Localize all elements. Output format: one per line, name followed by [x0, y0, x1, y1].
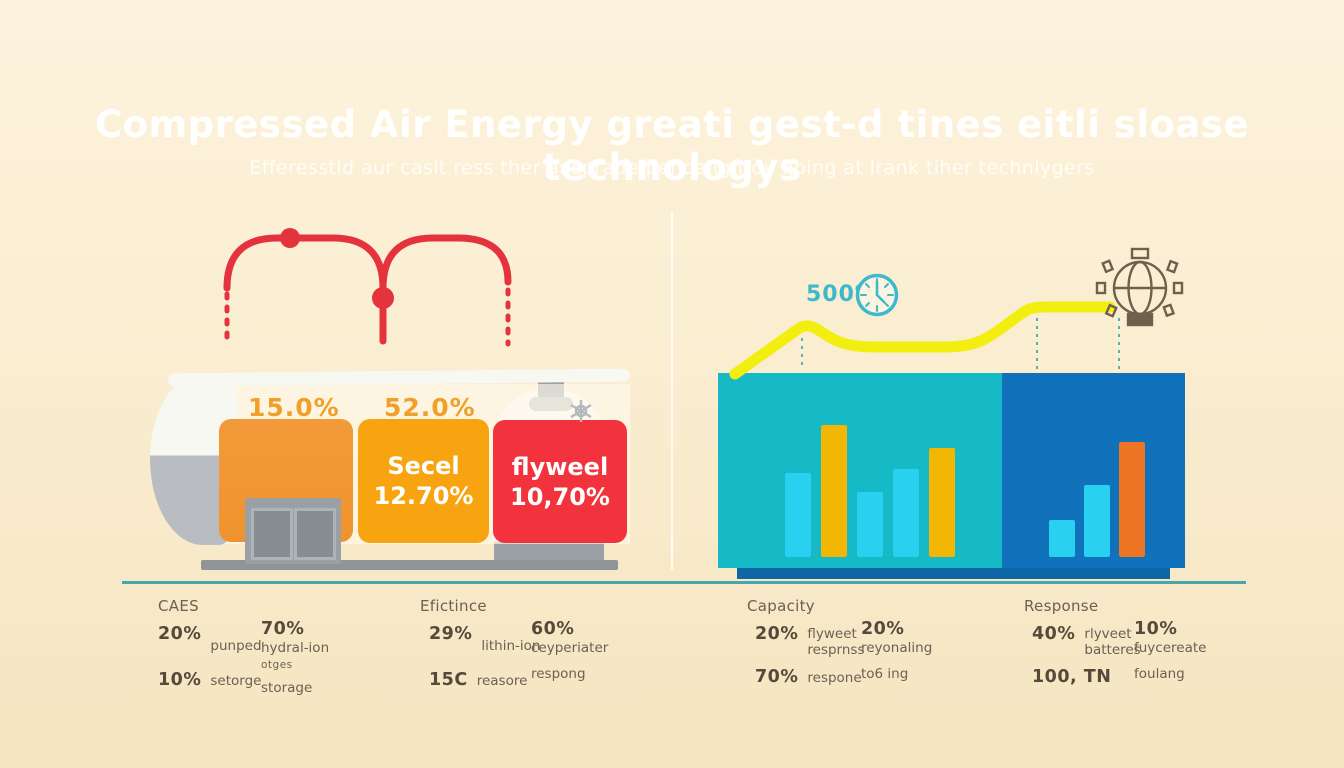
page-title: Compressed Air Energy greati gest-d tine…: [94, 103, 1250, 189]
stat-label: flyweet: [807, 626, 857, 642]
stat-group-capacity: Capacity 20% flyweet resprnss 70% respon…: [747, 597, 865, 687]
stat-header: CAES: [158, 597, 199, 615]
stat-label: reyonaling: [861, 640, 933, 656]
pipe-node-dot: [372, 287, 394, 309]
stat-group-response: Response 40% rlyveet batteres 100, TN: [1024, 597, 1141, 687]
block-mid-value: 12.70%: [373, 482, 474, 510]
stat-label: resprnss: [807, 641, 865, 658]
stat-label-small: otges: [261, 658, 293, 671]
chart-bar: [1119, 442, 1145, 557]
stat-label: foulang: [1134, 665, 1185, 682]
chart-bar: [785, 473, 811, 557]
stat-label: setorge: [210, 672, 262, 689]
pipe-node-dot: [280, 228, 300, 248]
stat-number: 60%: [531, 619, 575, 639]
storage-block-right: flyweel 10,70%: [493, 420, 627, 543]
ground-bar: [201, 560, 618, 570]
chart-panel-teal: [718, 373, 1002, 568]
stat-number: 10%: [158, 669, 202, 690]
stat-number: 100, TN: [1032, 666, 1112, 687]
stat-label: ceyperiater: [531, 640, 609, 656]
chart-bar: [857, 492, 883, 557]
stat-number: 40%: [1032, 624, 1076, 644]
clock-icon: [855, 273, 899, 317]
stat-number: 29%: [429, 624, 473, 644]
compressor-window: [294, 508, 336, 560]
gear-icon: [570, 400, 592, 422]
center-divider: [671, 212, 673, 570]
pct-label-left: 15.0%: [248, 393, 340, 422]
stat-label: hydral-ion: [261, 640, 330, 656]
stat-label: fuycereate: [1134, 640, 1207, 656]
pct-label-mid: 52.0%: [384, 393, 476, 422]
stat-header: Response: [1024, 597, 1099, 615]
pipe-diagram: [223, 228, 512, 347]
stat-label: respone: [807, 669, 862, 686]
stat-label: to6 ing: [861, 665, 909, 682]
stat-number: 10%: [1134, 619, 1178, 639]
footer-rule: [122, 581, 1246, 584]
stat-header: Efictince: [420, 597, 487, 615]
stat-number: 20%: [158, 624, 202, 644]
chart-bar: [893, 469, 919, 557]
block-mid-title: Secel: [387, 452, 460, 480]
stat-header: Capacity: [747, 597, 815, 615]
compressor-window: [251, 508, 293, 560]
stat-label: batteres: [1084, 641, 1141, 658]
stat-label: respong: [531, 665, 586, 682]
stat-number: 20%: [755, 624, 799, 644]
trend-line: [729, 301, 1120, 380]
page-subtitle: Efferesstid aur casit ress ther ansprade…: [249, 157, 1095, 179]
block-right-value: 10,70%: [510, 482, 610, 511]
stat-group-foulang: 10% fuycereate foulang: [1134, 619, 1206, 683]
chart-bar: [1049, 520, 1075, 557]
stat-group-efficiency: Efictince 29% lithin-ion 15C reasore: [420, 597, 541, 690]
stat-group-ceyperiater: 60% ceyperiater respong: [531, 619, 608, 683]
chart-bar: [929, 448, 955, 557]
stat-label: storage: [261, 680, 313, 697]
chart-bar: [1084, 485, 1110, 557]
dome-pedestal: [494, 542, 604, 565]
storage-block-mid: Secel 12.70%: [358, 419, 489, 543]
stat-label: reasore: [476, 672, 528, 689]
compressor-unit: [245, 498, 341, 564]
block-right-title: flyweel: [511, 452, 609, 481]
chart-bar: [821, 425, 847, 557]
stat-number: 15C: [429, 669, 468, 690]
stat-group-caes: CAES 20% punped 10% setorge: [158, 597, 262, 690]
stat-group-hydral: 70% hydral-ion otges storage: [261, 619, 329, 697]
stat-label: rlyveet: [1084, 626, 1132, 642]
stat-number: 70%: [261, 619, 305, 639]
chart-panel-blue: [1002, 373, 1185, 568]
stat-number: 70%: [755, 666, 799, 687]
stat-number: 20%: [861, 619, 905, 639]
stat-label: punped: [210, 638, 262, 654]
chart-base-strip: [737, 568, 1170, 579]
stat-group-reyonaling: 20% reyonaling to6 ing: [861, 619, 932, 683]
stat-label: lithin-ion: [481, 638, 541, 654]
globe-icon: [1095, 247, 1184, 327]
